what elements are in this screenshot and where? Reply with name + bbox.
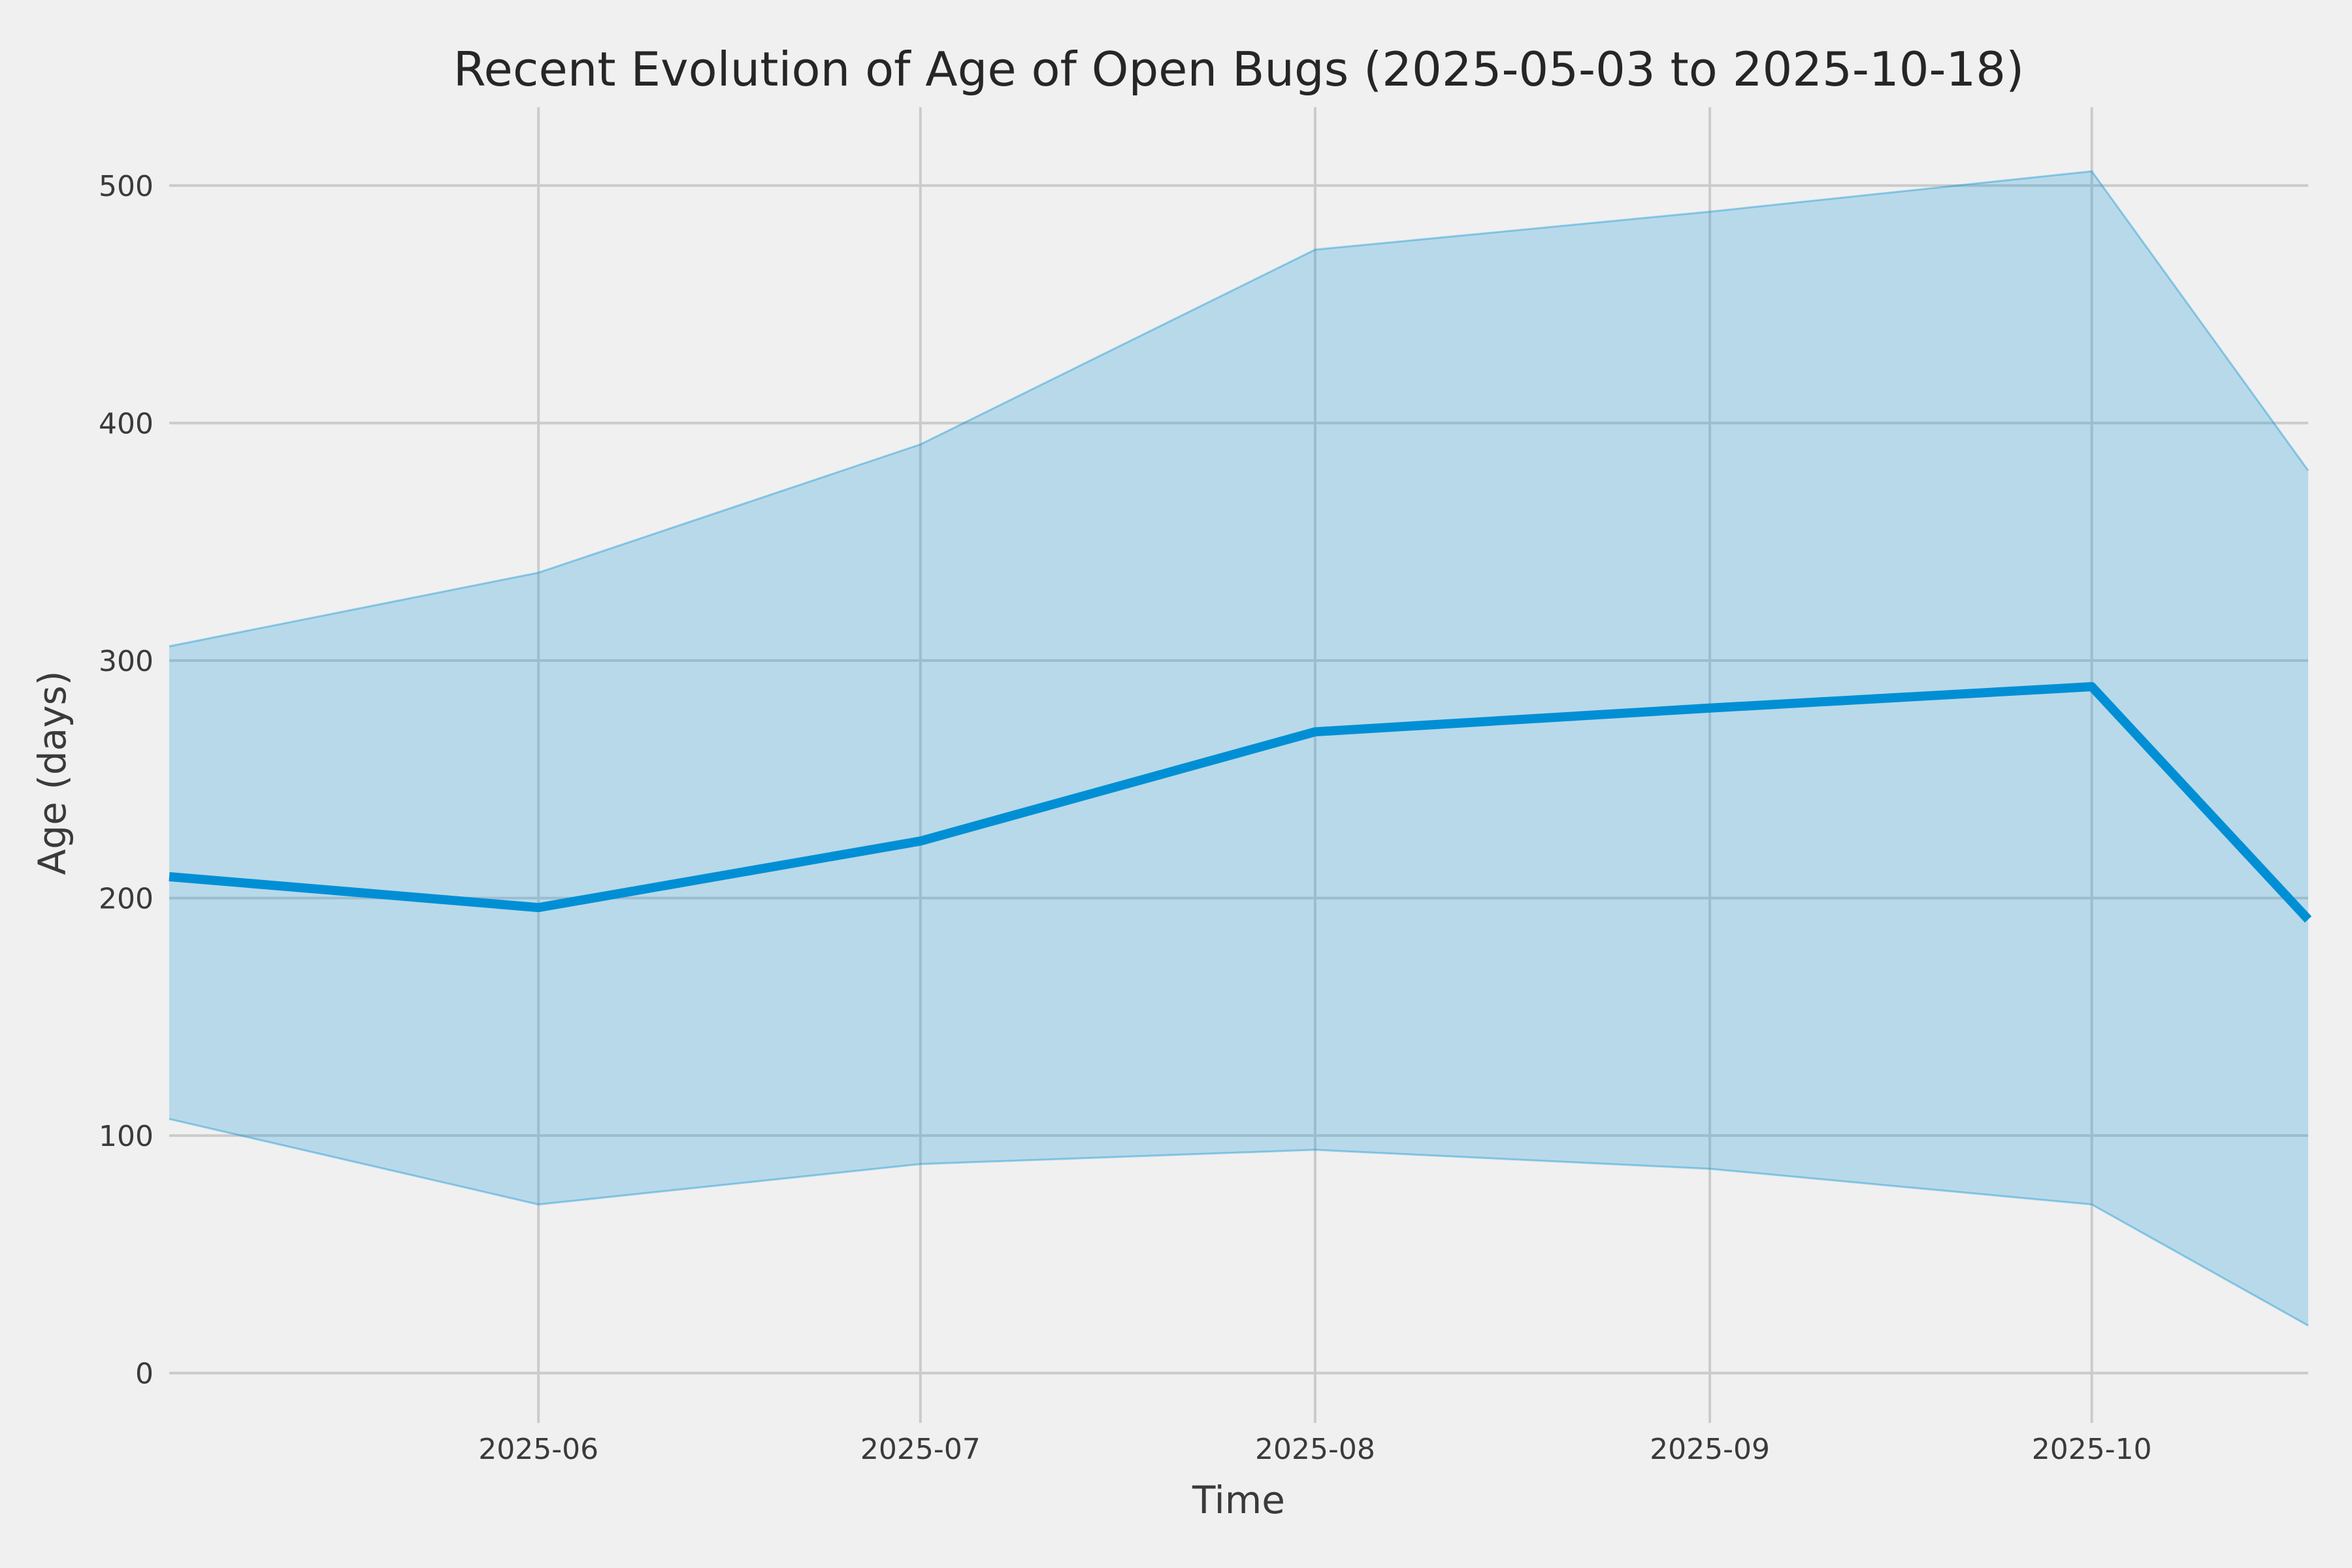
x-tick-2025-09: 2025-09 <box>1650 1433 1770 1466</box>
y-tick-0: 0 <box>135 1358 154 1391</box>
x-tick-2025-10: 2025-10 <box>2032 1433 2152 1466</box>
x-axis-label: Time <box>1192 1478 1285 1522</box>
x-tick-2025-07: 2025-07 <box>860 1433 981 1466</box>
mean-age-polyline <box>169 682 2312 923</box>
y-tick-labels: 0 100 200 300 400 500 <box>99 170 154 1391</box>
mean-age-line <box>169 682 2312 923</box>
x-tick-labels: 2025-06 2025-07 2025-08 2025-09 2025-10 <box>478 1433 2151 1466</box>
y-axis-label: Age (days) <box>30 671 74 875</box>
chart-title: Recent Evolution of Age of Open Bugs (20… <box>453 42 2024 97</box>
y-tick-500: 500 <box>99 170 154 203</box>
y-tick-200: 200 <box>99 883 154 916</box>
x-tick-2025-08: 2025-08 <box>1255 1433 1375 1466</box>
y-tick-400: 400 <box>99 408 154 441</box>
band-upper-edge <box>169 170 2310 647</box>
y-tick-100: 100 <box>99 1120 154 1153</box>
horizontal-gridlines <box>169 184 2308 1375</box>
y-tick-300: 300 <box>99 645 154 678</box>
band-lower-edge <box>169 1118 2309 1327</box>
vertical-gridlines <box>537 107 2093 1423</box>
x-tick-2025-06: 2025-06 <box>478 1433 598 1466</box>
